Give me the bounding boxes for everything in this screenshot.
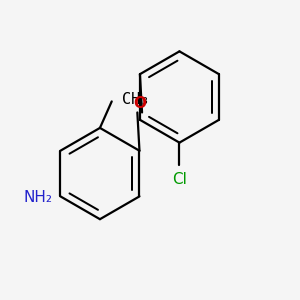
Text: O: O	[133, 96, 146, 111]
Text: CH₃: CH₃	[122, 92, 149, 106]
Text: Cl: Cl	[172, 172, 187, 187]
Text: NH₂: NH₂	[24, 190, 53, 205]
